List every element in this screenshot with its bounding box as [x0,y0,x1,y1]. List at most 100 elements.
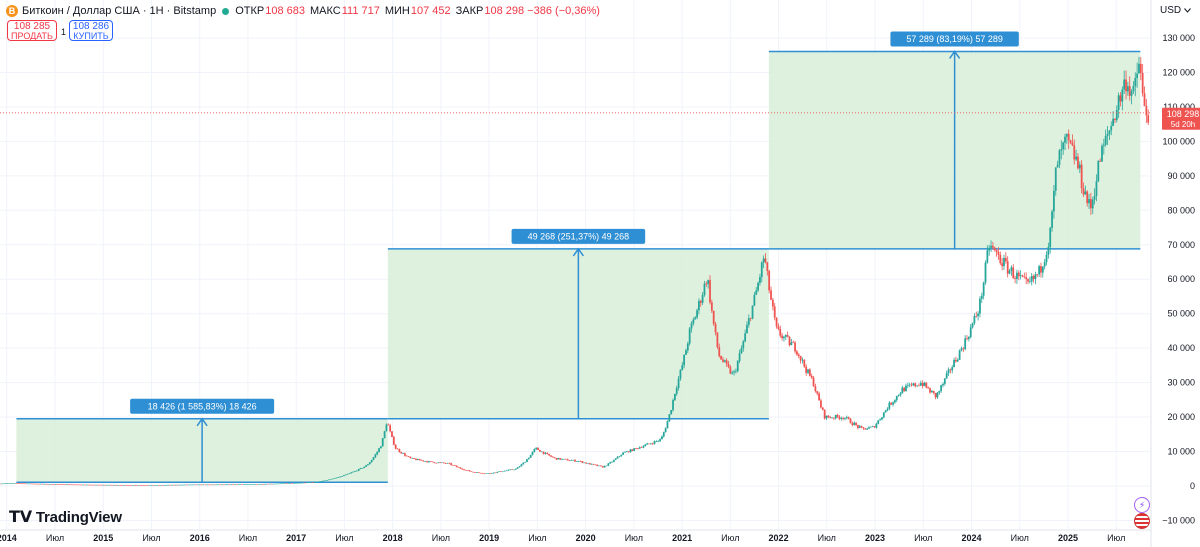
currency-selector[interactable]: USD [1160,3,1196,17]
candle-body [74,484,77,486]
y-tick-label: 0 [1190,481,1195,491]
candle-body [269,483,271,485]
candle-body [306,482,308,484]
candle-body [339,476,342,478]
y-tick-label: −10 000 [1162,515,1195,525]
candle-body [428,461,430,463]
candle-body [762,258,765,263]
candle-body [588,463,591,465]
candle-body [400,451,403,454]
candle-body [433,462,436,463]
candle-body [52,484,55,485]
candle-body [280,483,282,485]
lightning-icon[interactable]: ⚡ [1134,497,1150,513]
candle-body [729,366,732,374]
candle-body [740,348,743,354]
buy-button[interactable]: 108 286 КУПИТЬ [69,20,113,41]
candle-body [12,483,14,484]
candle-body [832,417,835,419]
candle-body [36,483,38,485]
candle-body [24,483,27,485]
candle-body [416,459,419,461]
candle-body [962,348,965,350]
tradingview-logo[interactable]: 𝗧𝗩 TradingView [9,507,122,527]
price-axis[interactable]: −10 000 0 10 000 20 000 30 000 40 000 50 000 60… [1162,33,1195,525]
candle-body [1082,188,1085,195]
candle-body [54,484,57,485]
candle-body [485,473,488,475]
candle-body [97,484,99,486]
candle-body [215,484,218,486]
candle-body [21,483,24,485]
candle-body [1086,191,1089,204]
candle-body [712,310,715,324]
candle-body [73,484,75,486]
candle-body [1038,266,1041,275]
candle-body [483,473,486,475]
candle-body [572,459,575,461]
candle-body [50,484,53,485]
candle-body [1017,272,1020,277]
x-tick-label: 2024 [962,533,982,543]
candle-body [372,457,375,461]
candle-body [868,427,870,429]
candle-body [953,359,955,368]
candle-body [733,371,735,373]
time-axis[interactable]: 2014 Июл 2015 Июл 2016 Июл 2017 Июл 2018 Июл 2019 И… [0,533,1125,543]
candle-body [879,419,882,421]
candle-body [87,484,90,486]
candle-body [219,484,221,486]
candle-body [503,470,506,472]
candle-body [821,407,824,410]
candle-body [8,483,11,484]
candle-body [193,484,196,486]
candle-body [324,480,327,482]
candle-body [980,295,983,299]
candle-body [587,463,589,464]
sell-button[interactable]: 108 285 ПРОДАТЬ [7,20,57,41]
candle-body [71,484,74,486]
candle-body [135,485,138,486]
candle-body [673,393,676,401]
candle-body [1028,281,1031,283]
candle-body [182,484,184,486]
us-flag-icon[interactable] [1134,513,1150,529]
candle-body [435,462,438,464]
candle-body [361,468,364,469]
candle-body [807,369,809,373]
market-status-icon [222,7,230,15]
candle-body [858,426,861,428]
y-tick-label: 10 000 [1167,447,1195,457]
candle-body [779,329,782,336]
candle-body [113,484,116,486]
candle-body [829,417,832,418]
candle-body [790,342,793,346]
candle-body [862,427,865,429]
candle-body [881,417,883,420]
candle-body [773,306,776,318]
candle-body [354,470,356,472]
candle-body [816,391,819,394]
candle-body [531,451,534,455]
x-tick-label: Июл [432,533,450,543]
candle-body [655,441,658,442]
candle-body [248,484,251,485]
candle-body [958,350,961,360]
candle-body [154,485,157,486]
candle-body [522,462,525,465]
candle-body [4,483,7,485]
symbol-title[interactable]: Биткоин / Доллар США · 1Н · Bitstamp [22,5,217,17]
candle-body [635,448,637,449]
candle-body [176,484,179,486]
candle-body [1077,156,1079,169]
candle-body [172,484,175,486]
measure-arrow-head [196,417,208,427]
candle-body [246,484,249,485]
candle-body [875,423,878,428]
candle-body [58,484,61,485]
candle-body [230,484,233,486]
candle-body [41,483,44,485]
candle-body [137,485,140,486]
low-label: МИН [384,5,410,17]
